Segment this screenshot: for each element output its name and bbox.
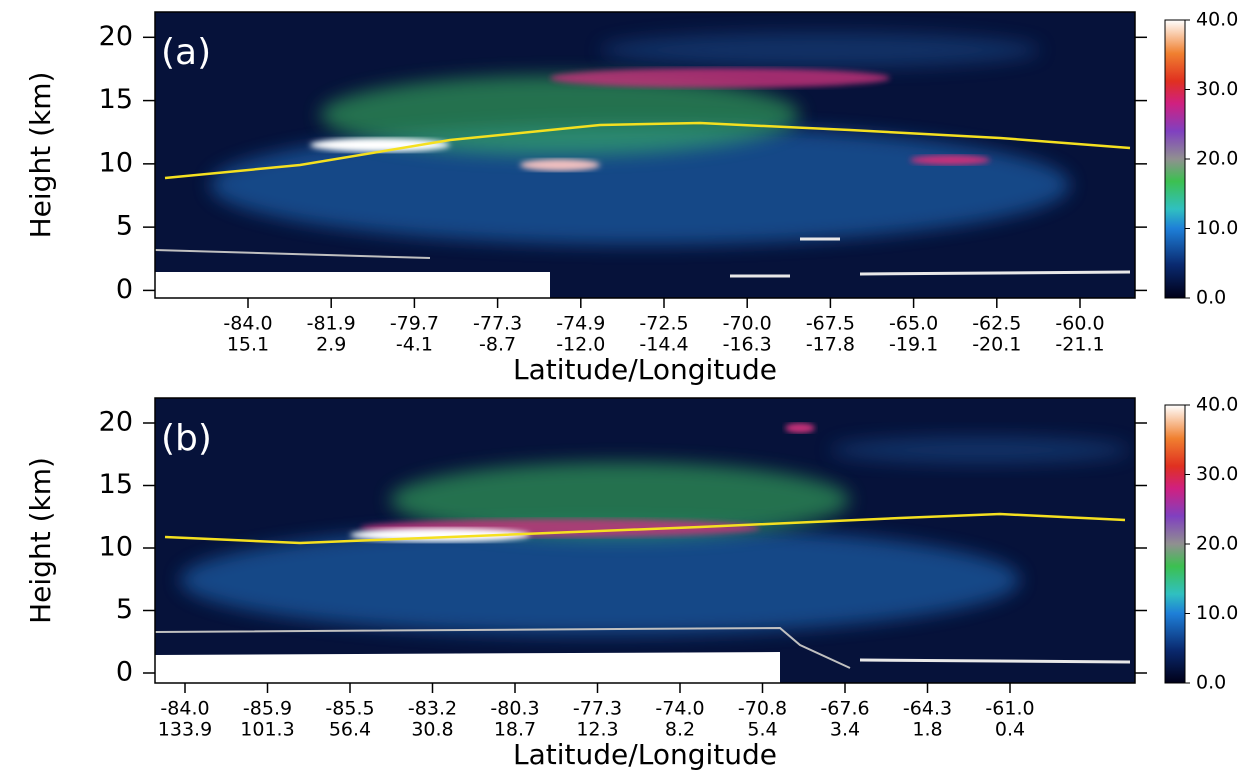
x-tick-label-lat: -85.9 xyxy=(243,698,292,720)
x-tick-label-lat: -74.9 xyxy=(556,313,605,335)
x-tick-label-lon: -14.4 xyxy=(639,334,688,356)
x-tick-label-lon: 30.8 xyxy=(411,719,453,741)
x-tick-label-lon: 5.4 xyxy=(747,719,777,741)
plot-frame xyxy=(154,11,1136,299)
x-tick-label-lon: 15.1 xyxy=(227,334,269,356)
y-tick-label: 10 xyxy=(99,532,133,563)
x-tick-label-lat: -61.0 xyxy=(985,698,1034,720)
y-tick-label: 5 xyxy=(116,594,133,625)
axes-layer: (a)Height (km)05101520-84.015.1-81.92.9-… xyxy=(24,9,1238,771)
x-tick-label-lon: -21.1 xyxy=(1055,334,1104,356)
colorbar-tick-label: 30.0 xyxy=(1196,78,1238,100)
y-tick-label: 15 xyxy=(99,469,133,500)
colorbar-tick-label: 20.0 xyxy=(1196,533,1238,555)
x-tick-label-lon: -12.0 xyxy=(556,334,605,356)
panel-label: (a) xyxy=(161,32,211,73)
x-tick-label-lon: 0.4 xyxy=(995,719,1025,741)
x-tick-label-lat: -80.3 xyxy=(490,698,539,720)
x-tick-label-lat: -84.0 xyxy=(160,698,209,720)
x-tick-label-lat: -81.9 xyxy=(307,313,356,335)
x-tick-label-lat: -85.5 xyxy=(325,698,374,720)
x-tick-label-lat: -67.6 xyxy=(820,698,869,720)
curtain-image xyxy=(155,398,1135,683)
x-tick-label-lon: 8.2 xyxy=(665,719,695,741)
panel-label: (b) xyxy=(161,418,212,459)
y-tick-label: 15 xyxy=(99,84,133,115)
x-tick-label-lat: -84.0 xyxy=(223,313,272,335)
x-tick-label-lon: 3.4 xyxy=(830,719,860,741)
colorbar-tick-label: 40.0 xyxy=(1196,394,1238,416)
colorbar-tick-label: 20.0 xyxy=(1196,148,1238,170)
colorbar-tick-label: 0.0 xyxy=(1196,287,1226,309)
colorbar xyxy=(1164,404,1186,684)
colorbar xyxy=(1164,19,1186,299)
x-axis-title: Latitude/Longitude xyxy=(513,738,777,771)
x-tick-label-lon: -20.1 xyxy=(972,334,1021,356)
x-tick-label-lat: -60.0 xyxy=(1055,313,1104,335)
x-tick-label-lat: -74.0 xyxy=(655,698,704,720)
x-tick-label-lat: -77.3 xyxy=(473,313,522,335)
x-tick-label-lon: 101.3 xyxy=(240,719,294,741)
x-tick-label-lon: -16.3 xyxy=(723,334,772,356)
x-tick-label-lon: 133.9 xyxy=(158,719,212,741)
x-tick-label-lon: 12.3 xyxy=(576,719,618,741)
colorbar-tick-label: 0.0 xyxy=(1196,672,1226,694)
x-tick-label-lon: -8.7 xyxy=(479,334,516,356)
colorbar-tick-label: 40.0 xyxy=(1196,9,1238,31)
colorbar-tick-label: 10.0 xyxy=(1196,217,1238,239)
x-tick-label-lat: -62.5 xyxy=(972,313,1021,335)
colorbar-tick-label: 10.0 xyxy=(1196,602,1238,624)
x-tick-label-lat: -83.2 xyxy=(408,698,457,720)
y-axis-title: Height (km) xyxy=(24,457,57,624)
x-tick-label-lat: -70.8 xyxy=(738,698,787,720)
x-axis-title: Latitude/Longitude xyxy=(513,353,777,386)
y-tick-label: 20 xyxy=(99,407,133,438)
x-tick-label-lon: -17.8 xyxy=(806,334,855,356)
x-tick-label-lon: 18.7 xyxy=(494,719,536,741)
x-tick-label-lon: 2.9 xyxy=(316,334,346,356)
y-axis-title: Height (km) xyxy=(24,72,57,239)
y-tick-label: 20 xyxy=(99,21,133,52)
y-tick-label: 10 xyxy=(99,147,133,178)
curtain-image xyxy=(155,12,1135,298)
colorbar-tick-label: 30.0 xyxy=(1196,463,1238,485)
x-tick-label-lon: -19.1 xyxy=(889,334,938,356)
y-tick-label: 5 xyxy=(116,211,133,242)
x-tick-label-lon: 1.8 xyxy=(912,719,942,741)
y-tick-label: 0 xyxy=(116,657,133,688)
x-tick-label-lat: -72.5 xyxy=(639,313,688,335)
x-tick-label-lat: -65.0 xyxy=(889,313,938,335)
plot-frame xyxy=(154,397,1136,684)
x-tick-label-lat: -77.3 xyxy=(573,698,622,720)
x-tick-label-lat: -70.0 xyxy=(723,313,772,335)
x-tick-label-lat: -67.5 xyxy=(806,313,855,335)
x-tick-label-lat: -64.3 xyxy=(903,698,952,720)
x-tick-label-lat: -79.7 xyxy=(390,313,439,335)
x-tick-label-lon: -4.1 xyxy=(396,334,433,356)
y-tick-label: 0 xyxy=(116,274,133,305)
x-tick-label-lon: 56.4 xyxy=(329,719,371,741)
